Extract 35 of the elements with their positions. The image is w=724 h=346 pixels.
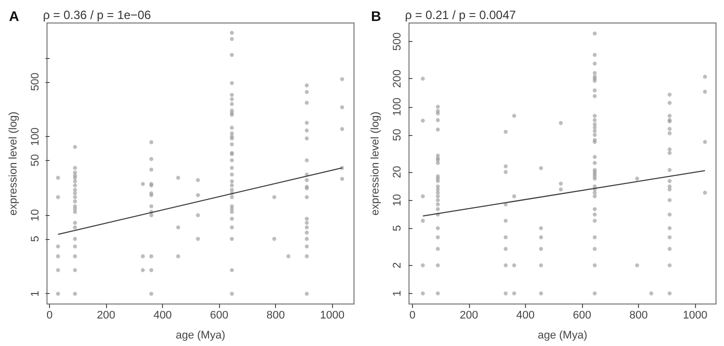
x-tick-label: 400 xyxy=(153,310,172,322)
y-tick-label: 50 xyxy=(30,154,42,166)
y-tick-label: 1 xyxy=(30,290,42,297)
x-tick-label: 1000 xyxy=(320,310,344,322)
x-tick-label: 600 xyxy=(572,310,592,322)
x-axis-title: age (Mya) xyxy=(176,330,226,342)
y-tick-label: 100 xyxy=(30,127,42,146)
y-tick-label: 10 xyxy=(30,209,42,222)
y-axis-title: expression level (log) xyxy=(8,112,20,216)
y-tick-label: 50 xyxy=(392,128,404,141)
y-axis-title: expression level (log) xyxy=(370,112,382,216)
y-tick-label: 100 xyxy=(392,98,404,116)
text: B xyxy=(371,8,382,24)
y-tick-label: 200 xyxy=(392,69,404,88)
y-tick-label: 1 xyxy=(392,290,404,296)
x-tick-label: 200 xyxy=(96,310,116,322)
y-tick-label: 5 xyxy=(30,236,42,242)
chart-title: ρ = 0.21 / p = 0.0047 xyxy=(405,8,516,22)
y-tick-label: 5 xyxy=(392,225,404,232)
x-tick-label: 0 xyxy=(409,310,416,322)
x-tick-label: 800 xyxy=(266,310,285,322)
y-tick-label: 10 xyxy=(392,194,404,206)
chart-title: ρ = 0.36 / p = 1e−06 xyxy=(43,8,152,22)
x-axis-title: age (Mya) xyxy=(538,330,588,342)
x-tick-label: 1000 xyxy=(682,310,708,322)
y-tick-label: 2 xyxy=(392,262,404,268)
x-tick-label: 0 xyxy=(46,310,53,322)
x-tick-label: 600 xyxy=(210,310,228,322)
y-tick-label: 20 xyxy=(392,166,404,178)
x-tick-label: 800 xyxy=(629,310,648,322)
y-tick-label: 500 xyxy=(392,32,404,51)
x-tick-label: 400 xyxy=(516,310,535,322)
y-tick-label: 500 xyxy=(30,72,42,91)
text: A xyxy=(9,8,20,24)
x-tick-label: 200 xyxy=(460,310,478,322)
